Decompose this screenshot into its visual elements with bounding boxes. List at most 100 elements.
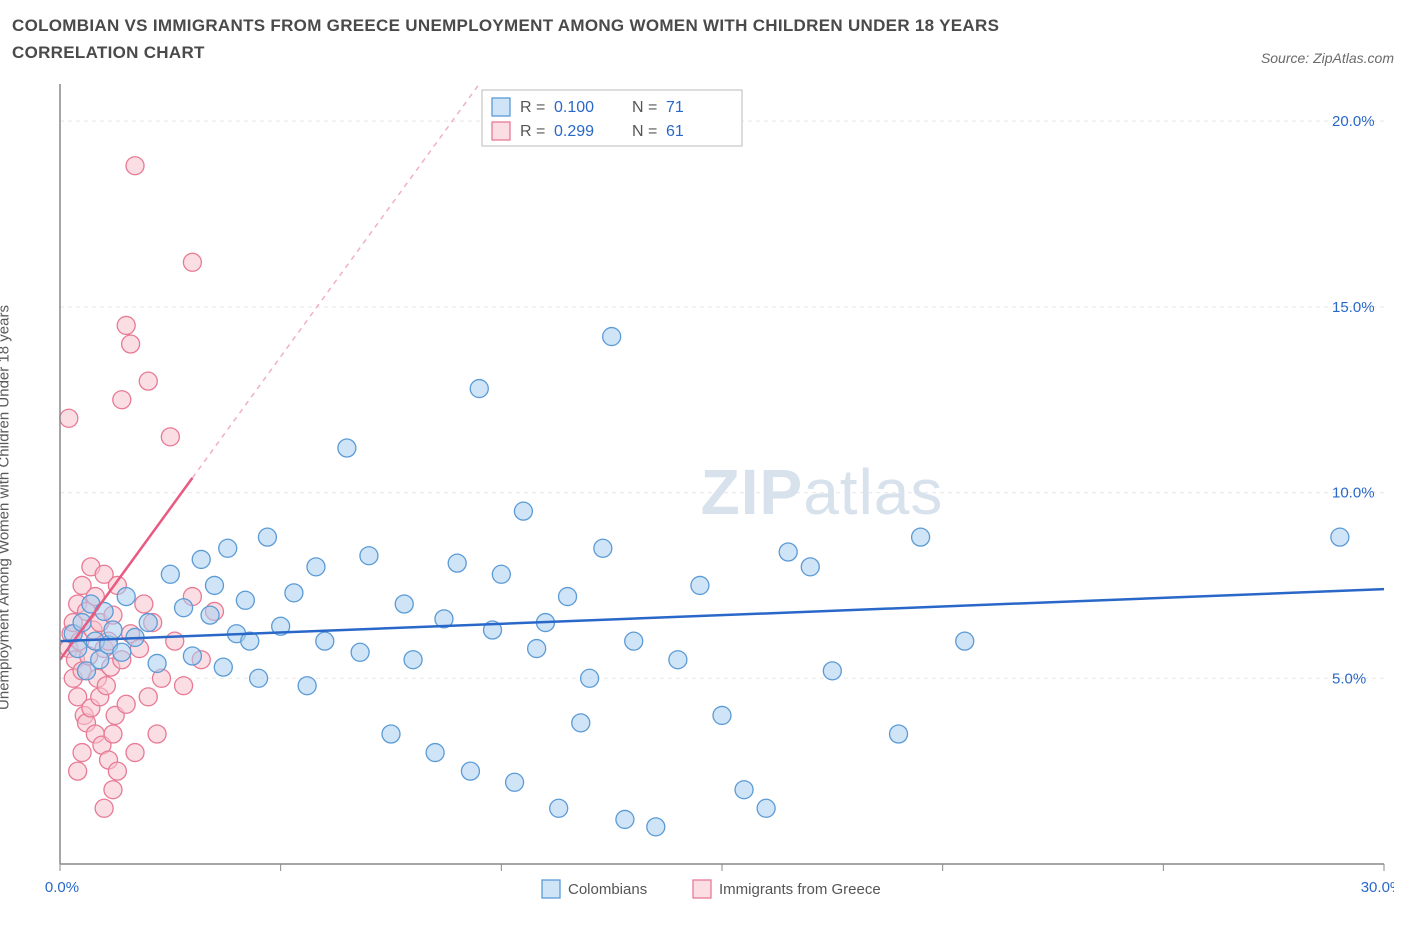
data-point bbox=[426, 744, 444, 762]
data-point bbox=[514, 503, 532, 521]
data-point bbox=[126, 157, 144, 175]
data-point bbox=[647, 818, 665, 836]
data-point bbox=[616, 811, 634, 829]
data-point bbox=[559, 588, 577, 606]
data-point bbox=[117, 588, 135, 606]
data-point bbox=[139, 614, 157, 632]
data-point bbox=[161, 566, 179, 584]
data-point bbox=[135, 595, 153, 613]
data-point bbox=[713, 707, 731, 725]
data-point bbox=[95, 603, 113, 621]
data-point bbox=[691, 577, 709, 595]
data-point bbox=[166, 633, 184, 651]
data-point bbox=[205, 577, 223, 595]
legend-n-value: 71 bbox=[666, 99, 684, 116]
data-point bbox=[1331, 529, 1349, 547]
data-point bbox=[757, 800, 775, 818]
legend-r-label: R = bbox=[520, 99, 545, 116]
data-point bbox=[298, 677, 316, 695]
y-tick-label: 15.0% bbox=[1332, 299, 1375, 316]
y-tick-label: 20.0% bbox=[1332, 114, 1375, 131]
data-point bbox=[219, 540, 237, 558]
y-tick-label: 10.0% bbox=[1332, 485, 1375, 502]
data-point bbox=[625, 633, 643, 651]
data-point bbox=[404, 651, 422, 669]
x-tick-label: 30.0% bbox=[1361, 879, 1394, 896]
data-point bbox=[448, 555, 466, 573]
x-tick-label: 0.0% bbox=[45, 879, 79, 896]
data-point bbox=[122, 335, 140, 353]
data-point bbox=[338, 439, 356, 457]
data-point bbox=[506, 774, 524, 792]
data-point bbox=[214, 659, 232, 677]
data-point bbox=[60, 410, 78, 428]
data-point bbox=[148, 655, 166, 673]
data-point bbox=[108, 763, 126, 781]
data-point bbox=[183, 254, 201, 272]
legend-swatch bbox=[542, 880, 560, 898]
legend-n-label: N = bbox=[632, 123, 657, 140]
legend-swatch bbox=[693, 880, 711, 898]
data-point bbox=[175, 599, 193, 617]
trend-line bbox=[60, 590, 1384, 642]
trend-line-extrapolated bbox=[192, 84, 479, 478]
data-point bbox=[117, 696, 135, 714]
data-point bbox=[148, 725, 166, 743]
data-point bbox=[285, 584, 303, 602]
data-point bbox=[735, 781, 753, 799]
data-point bbox=[316, 633, 334, 651]
data-point bbox=[594, 540, 612, 558]
source-label: Source: ZipAtlas.com bbox=[1261, 50, 1394, 66]
data-point bbox=[69, 763, 87, 781]
data-point bbox=[382, 725, 400, 743]
legend-r-label: R = bbox=[520, 123, 545, 140]
data-point bbox=[550, 800, 568, 818]
data-point bbox=[351, 644, 369, 662]
legend-swatch bbox=[492, 122, 510, 140]
data-point bbox=[461, 763, 479, 781]
data-point bbox=[572, 714, 590, 732]
data-point bbox=[581, 670, 599, 688]
data-point bbox=[97, 677, 115, 695]
data-point bbox=[117, 317, 135, 335]
legend-n-value: 61 bbox=[666, 123, 684, 140]
data-point bbox=[236, 592, 254, 610]
legend-n-label: N = bbox=[632, 99, 657, 116]
data-point bbox=[395, 595, 413, 613]
chart-title: COLOMBIAN VS IMMIGRANTS FROM GREECE UNEM… bbox=[12, 12, 1112, 66]
data-point bbox=[470, 380, 488, 398]
watermark: ZIPatlas bbox=[701, 456, 944, 528]
header-row: COLOMBIAN VS IMMIGRANTS FROM GREECE UNEM… bbox=[12, 12, 1394, 66]
data-point bbox=[139, 373, 157, 391]
data-point bbox=[669, 651, 687, 669]
data-point bbox=[890, 725, 908, 743]
data-point bbox=[250, 670, 268, 688]
data-point bbox=[104, 725, 122, 743]
data-point bbox=[492, 566, 510, 584]
data-point bbox=[95, 800, 113, 818]
data-point bbox=[307, 558, 325, 576]
scatter-chart: ZIPatlas 0.0% 30.0% 5.0% 10.0% 15.0% 20.0% R = 0… bbox=[12, 74, 1394, 924]
data-point bbox=[360, 547, 378, 565]
data-point bbox=[113, 644, 131, 662]
data-point bbox=[104, 621, 122, 639]
data-point bbox=[126, 744, 144, 762]
data-point bbox=[183, 647, 201, 665]
data-point bbox=[113, 391, 131, 409]
y-axis-label: Unemployment Among Women with Children U… bbox=[0, 305, 13, 710]
data-point bbox=[175, 677, 193, 695]
data-point bbox=[201, 607, 219, 625]
legend-series-label: Colombians bbox=[568, 881, 647, 898]
legend-series-label: Immigrants from Greece bbox=[719, 881, 881, 898]
data-point bbox=[104, 781, 122, 799]
y-tick-label: 5.0% bbox=[1332, 671, 1366, 688]
data-point bbox=[258, 529, 276, 547]
data-point bbox=[161, 428, 179, 446]
data-point bbox=[603, 328, 621, 346]
data-point bbox=[801, 558, 819, 576]
data-point bbox=[528, 640, 546, 658]
data-point bbox=[73, 744, 91, 762]
data-point bbox=[192, 551, 210, 569]
data-point bbox=[139, 688, 157, 706]
legend-r-value: 0.100 bbox=[554, 99, 594, 116]
